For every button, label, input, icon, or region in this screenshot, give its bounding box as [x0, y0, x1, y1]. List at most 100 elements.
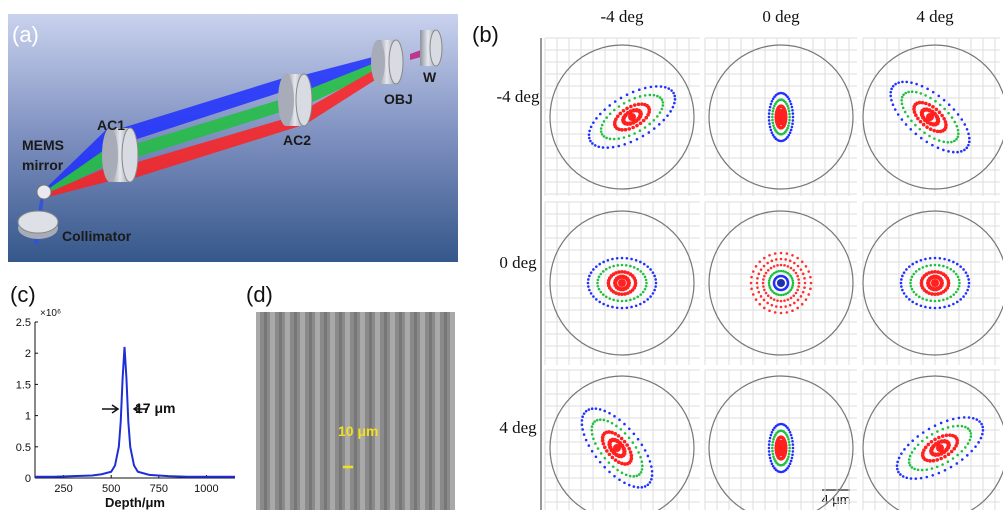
spot-dot — [912, 273, 915, 276]
spot-dot — [599, 461, 602, 464]
spot-dot — [786, 105, 789, 108]
spot-dot — [581, 419, 584, 422]
spot-dot — [628, 427, 631, 430]
spot-dot — [763, 265, 766, 268]
spot-dot — [627, 127, 631, 131]
spot-dot — [605, 116, 608, 119]
spot-dot — [925, 476, 928, 479]
spot-dot — [945, 434, 949, 438]
spot-dot — [770, 103, 773, 106]
spot-dot — [946, 297, 949, 300]
spot-dot — [804, 282, 807, 285]
spot-dot — [639, 270, 642, 273]
spot-dot — [957, 425, 960, 428]
spot-dot — [612, 465, 615, 468]
spot-dot — [908, 461, 911, 464]
spot-dot — [787, 298, 790, 301]
spot-dot — [644, 87, 647, 90]
scale-bar-label: 10 μm — [338, 423, 378, 439]
spot-dot — [967, 278, 970, 281]
spot-dot — [791, 279, 794, 282]
spot-dot — [772, 110, 775, 113]
spot-dot — [619, 112, 623, 116]
spot-dot — [762, 282, 765, 285]
spot-dot — [933, 438, 937, 442]
spot-dot — [633, 279, 637, 283]
spot-dot — [952, 425, 955, 428]
spot-dot — [911, 439, 914, 442]
spot-dot — [653, 119, 656, 122]
spot-dot — [607, 259, 610, 262]
spot-dot — [662, 101, 665, 104]
spot-dot — [627, 447, 631, 451]
spot-dot — [643, 263, 646, 266]
spot-dot — [801, 303, 804, 306]
spot-dot — [768, 116, 771, 119]
spot-dot — [914, 124, 917, 127]
spot-dot — [802, 273, 805, 276]
y-tick-label: 0 — [25, 473, 31, 485]
spot-dot — [673, 95, 676, 98]
spot-dot — [629, 299, 632, 302]
spot-dot — [796, 307, 799, 310]
spot-dot — [788, 110, 791, 113]
spot-dot — [644, 449, 647, 452]
spot-dot — [955, 273, 958, 276]
component-label: W — [423, 69, 437, 85]
spot-dot — [792, 119, 795, 122]
spot-dot — [760, 295, 763, 298]
spot-dot — [900, 278, 903, 281]
spot-dot — [916, 435, 919, 438]
spot-dot — [763, 257, 766, 260]
spot-dot — [791, 254, 794, 257]
spot-dot — [929, 127, 933, 131]
spot-dot — [930, 440, 934, 444]
spot-dot — [952, 418, 955, 421]
spot-dot — [625, 264, 628, 267]
spot-dot — [605, 295, 608, 298]
spot-dot — [967, 133, 970, 136]
spot-dot — [910, 285, 913, 288]
component-label: AC2 — [283, 132, 311, 148]
spot-dot — [915, 133, 918, 136]
spot-dot — [595, 117, 598, 120]
spot-dot — [918, 268, 921, 271]
spot-dot — [788, 453, 791, 456]
spot-dot — [602, 293, 605, 296]
spot-dot — [801, 260, 804, 263]
spot-dot — [606, 146, 609, 149]
spot-dot — [771, 119, 774, 122]
spot-dot — [642, 273, 645, 276]
spot-dot — [588, 275, 591, 278]
spot-dot — [770, 267, 773, 270]
spot-dot — [959, 265, 962, 268]
spot-dot — [791, 457, 794, 460]
spot-dot — [592, 121, 595, 124]
spot-dot — [772, 134, 775, 137]
spot-dot — [905, 81, 908, 84]
spot-dot — [931, 467, 934, 470]
spot-dot — [950, 466, 953, 469]
spot-dot — [603, 120, 606, 123]
spot-dot — [902, 93, 905, 96]
spot-dot — [931, 144, 934, 147]
spot-dot — [920, 477, 923, 480]
spot-dot — [935, 108, 939, 112]
spot-dot — [784, 305, 787, 308]
spot-dot — [601, 133, 604, 136]
spot-dot — [771, 100, 774, 103]
y-tick-label: 1 — [25, 411, 31, 423]
spot-dot — [603, 108, 606, 111]
spot-dot — [775, 258, 778, 261]
spot-cell — [863, 370, 1003, 510]
spot-dot — [633, 266, 636, 269]
spot-dot — [890, 88, 893, 91]
spot-dot — [950, 450, 954, 454]
spot-dot — [788, 113, 791, 116]
spot-dot — [620, 437, 624, 441]
spot-dot — [904, 111, 907, 114]
spot-dot — [915, 91, 918, 94]
spot-dot — [588, 133, 591, 136]
spot-dot — [960, 150, 963, 153]
spot-dot — [655, 282, 658, 285]
